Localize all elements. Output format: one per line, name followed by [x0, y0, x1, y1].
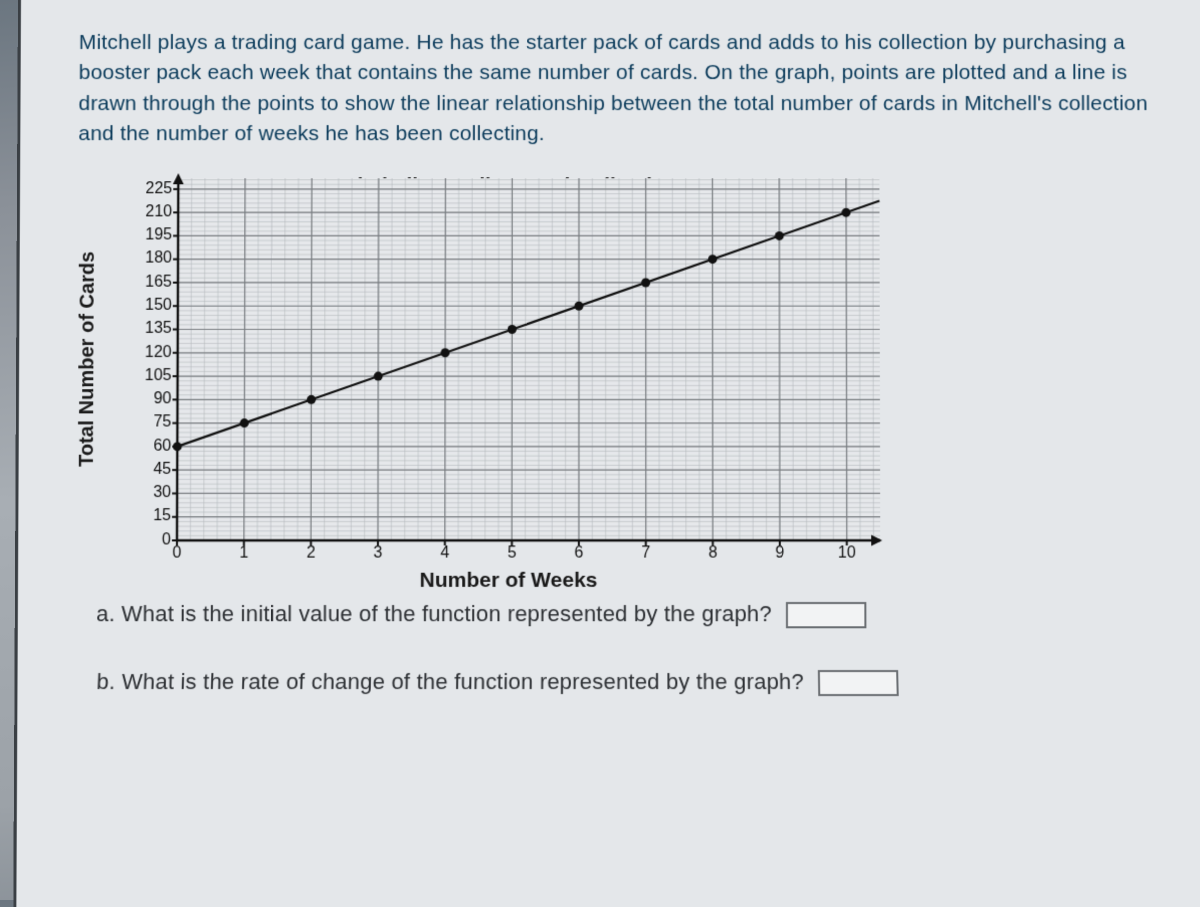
- y-axis-label: Total Number of Cards: [75, 251, 99, 466]
- x-tick-label: 9: [775, 540, 784, 562]
- y-tick-label: 60: [153, 437, 177, 455]
- chart-plot-area: 0153045607590105120135150165180195210225…: [177, 178, 880, 540]
- question-a: a. What is the initial value of the func…: [96, 601, 1159, 628]
- y-tick-label: 30: [153, 484, 177, 502]
- chart: Mitchell's Trading Card Collection Total…: [137, 178, 880, 540]
- chart-container: Mitchell's Trading Card Collection Total…: [137, 178, 1159, 540]
- y-tick-label: 90: [154, 390, 178, 408]
- y-tick-label: 210: [145, 203, 178, 221]
- worksheet-screen: Mitchell plays a trading card game. He h…: [13, 0, 1200, 907]
- question-a-text: What is the initial value of the functio…: [121, 601, 771, 626]
- x-tick-label: 7: [641, 540, 650, 562]
- question-a-prefix: a.: [96, 601, 115, 626]
- x-tick-label: 1: [239, 540, 248, 562]
- x-tick-label: 4: [440, 540, 449, 562]
- chart-svg: [177, 178, 880, 540]
- y-tick-label: 180: [145, 250, 178, 268]
- y-tick-label: 150: [145, 297, 178, 315]
- y-tick-label: 45: [153, 461, 177, 479]
- questions-block: a. What is the initial value of the func…: [76, 601, 1160, 696]
- y-tick-label: 75: [153, 414, 177, 432]
- y-tick-label: 135: [145, 320, 178, 338]
- x-tick-label: 3: [373, 540, 382, 562]
- x-tick-label: 0: [172, 540, 181, 562]
- x-tick-label: 10: [838, 540, 856, 562]
- y-tick-label: 15: [153, 508, 177, 526]
- y-tick-label: 195: [145, 227, 178, 245]
- question-b-text: What is the rate of change of the functi…: [121, 669, 804, 694]
- x-tick-label: 5: [507, 540, 516, 562]
- x-tick-label: 8: [708, 540, 717, 562]
- problem-statement: Mitchell plays a trading card game. He h…: [78, 28, 1156, 150]
- answer-box-b[interactable]: [818, 670, 899, 696]
- x-tick-label: 6: [574, 540, 583, 562]
- y-tick-label: 165: [145, 273, 178, 291]
- question-b: b. What is the rate of change of the fun…: [96, 669, 1159, 696]
- y-tick-label: 225: [145, 180, 178, 198]
- x-axis-label: Number of Weeks: [420, 568, 598, 592]
- x-tick-label: 2: [306, 540, 315, 562]
- question-b-prefix: b.: [96, 669, 116, 694]
- answer-box-a[interactable]: [786, 602, 866, 628]
- y-tick-label: 105: [145, 367, 178, 385]
- y-tick-label: 120: [145, 343, 178, 361]
